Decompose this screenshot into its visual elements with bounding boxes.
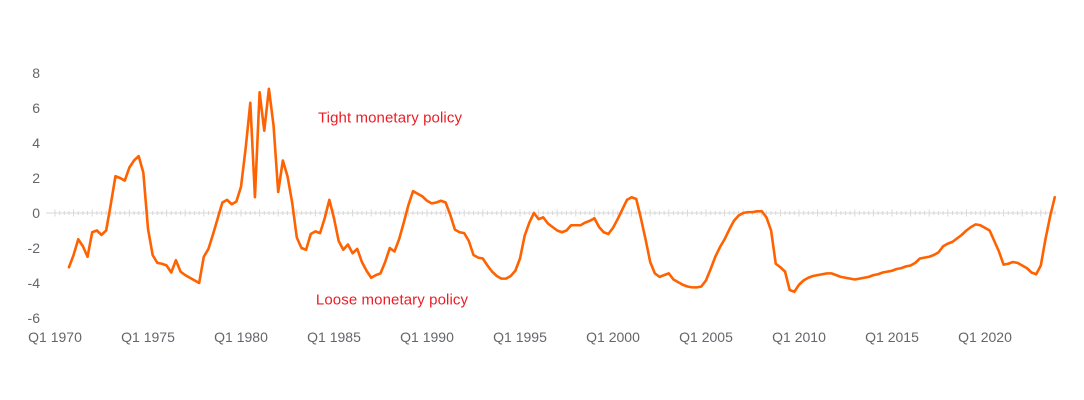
y-axis-tick-label: 2 (32, 170, 40, 186)
x-axis-tick-label: Q1 2010 (772, 329, 826, 345)
x-axis-tick-label: Q1 1995 (493, 329, 547, 345)
y-axis-tick-label: -6 (28, 310, 41, 326)
y-axis-labels: 8 6 4 2 0 -2 -4 -6 (28, 65, 41, 326)
annotation-tight-monetary-policy: Tight monetary policy (317, 109, 463, 127)
x-axis-labels: Q1 1970 Q1 1975 Q1 1980 Q1 1985 Q1 1990 Q1 19… (28, 329, 1012, 345)
y-axis-tick-label: 6 (32, 100, 40, 116)
annotation-loose-monetary-policy: Loose monetary policy (315, 291, 469, 309)
x-axis-tick-label: Q1 1990 (400, 329, 454, 345)
zero-axis (46, 209, 1056, 217)
x-axis-tick-label: Q1 1975 (121, 329, 175, 345)
y-axis-tick-label: 4 (32, 135, 40, 151)
y-axis-tick-label: -4 (28, 275, 41, 291)
y-axis-tick-label: -2 (28, 240, 41, 256)
y-axis-tick-label: 8 (32, 65, 40, 81)
x-axis-tick-label: Q1 2020 (958, 329, 1012, 345)
x-axis-tick-label: Q1 2005 (679, 329, 733, 345)
y-axis-tick-label: 0 (32, 205, 40, 221)
x-axis-tick-label: Q1 1970 (28, 329, 82, 345)
x-axis-tick-label: Q1 1980 (214, 329, 268, 345)
x-axis-tick-label: Q1 2000 (586, 329, 640, 345)
x-axis-tick-label: Q1 2015 (865, 329, 919, 345)
policy-stance-line (67, 87, 1057, 294)
x-axis-tick-label: Q1 1985 (307, 329, 361, 345)
